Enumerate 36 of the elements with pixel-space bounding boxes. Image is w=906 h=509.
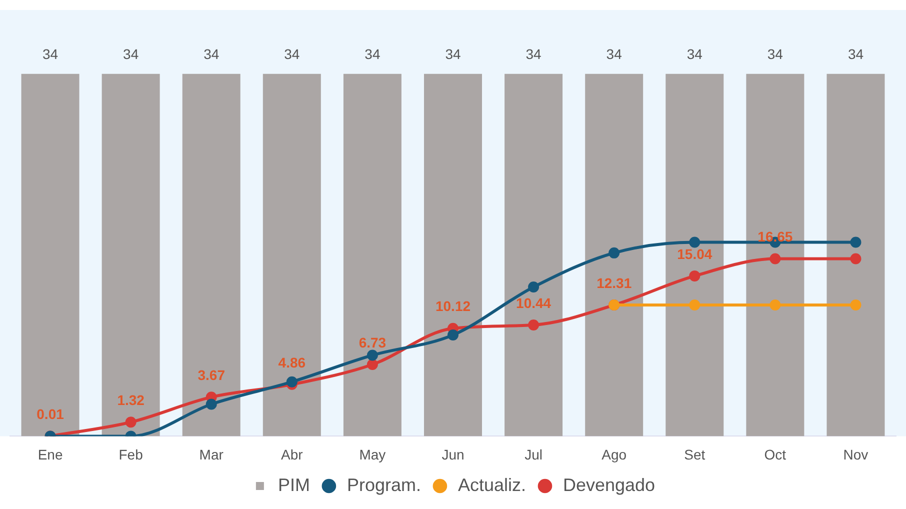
data-label: 4.86 [278, 354, 306, 370]
data-label: 34 [364, 46, 380, 62]
data-label: 34 [767, 46, 784, 62]
data-label: 34 [526, 46, 542, 62]
data-label: 34 [445, 46, 461, 62]
x-tick-label: Nov [843, 446, 868, 462]
x-tick-label: Ago [602, 446, 627, 462]
data-label: 34 [284, 46, 300, 62]
data-label: 34 [686, 46, 703, 62]
data-label: 10.44 [516, 294, 552, 311]
data-label: 16.65 [758, 228, 793, 245]
legend-label: PIM [278, 474, 310, 495]
x-tick-label: Oct [764, 446, 786, 462]
data-label: 12.31 [596, 274, 632, 291]
x-tick-label: Jun [442, 446, 464, 462]
data-label: 6.73 [358, 334, 386, 350]
data-label: 34 [123, 46, 139, 62]
x-tick-label: May [359, 446, 386, 462]
legend-label: Actualiz. [458, 474, 526, 495]
data-label: 0.01 [36, 406, 64, 422]
data-label: 34 [606, 46, 622, 62]
x-tick-label: Jul [524, 446, 542, 462]
legend-label: Devengado [562, 474, 656, 495]
data-label: 34 [848, 46, 864, 62]
data-label: 1.32 [117, 392, 145, 408]
data-label: 34 [42, 46, 58, 62]
x-tick-label: Ene [38, 446, 63, 462]
data-label: 34 [204, 46, 220, 62]
data-label: 3.67 [198, 366, 226, 383]
x-tick-label: Set [684, 446, 706, 462]
x-tick-label: Abr [281, 446, 304, 462]
data-label: 15.04 [677, 246, 712, 262]
data-label: 10.12 [435, 298, 471, 314]
x-tick-label: Mar [199, 446, 224, 462]
x-tick-label: Feb [118, 446, 144, 462]
legend-label: Program. [346, 474, 421, 495]
